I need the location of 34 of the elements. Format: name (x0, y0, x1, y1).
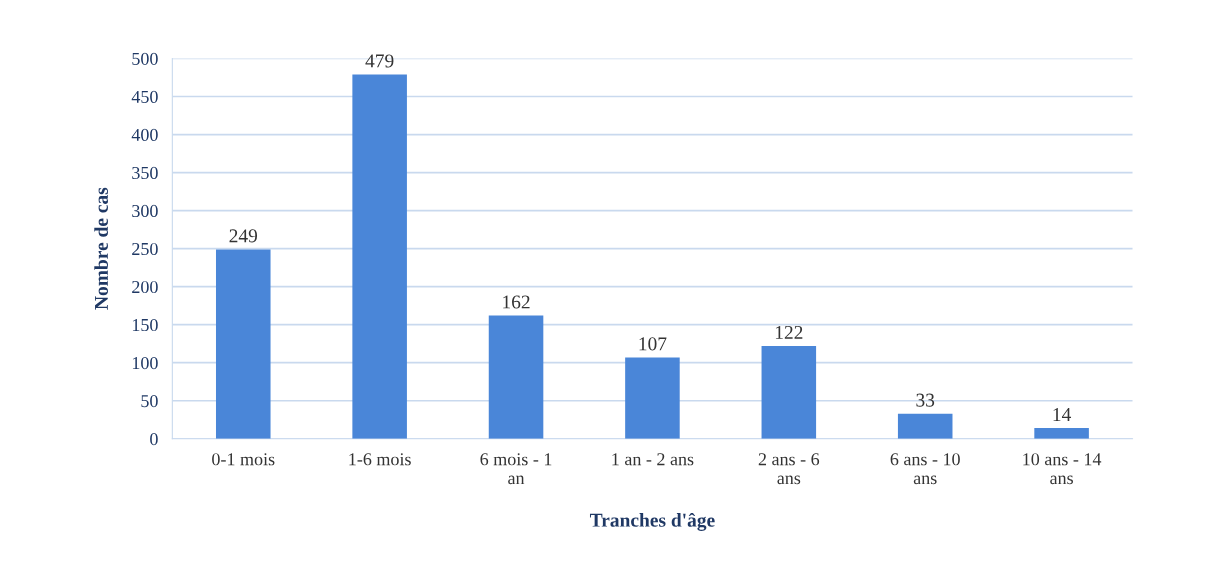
y-tick-label: 100 (132, 356, 158, 370)
x-tick-label: 1 an - 2 ans (612, 453, 694, 466)
data-label: 14 (1053, 408, 1072, 421)
data-label: 122 (775, 325, 803, 339)
data-label: 162 (503, 295, 530, 309)
y-tick-label: 50 (141, 394, 158, 408)
x-tick-label: 10 ans - 14 ans (1023, 453, 1102, 485)
y-tick-label: 500 (132, 52, 158, 65)
x-tick-label: 1-6 mois (349, 453, 411, 466)
x-axis-title: Tranches d'âge (589, 512, 715, 531)
bar (761, 345, 817, 439)
y-tick-label: 0 (150, 433, 158, 446)
y-axis-title: Nombre de cas (94, 187, 108, 310)
bar (897, 413, 953, 439)
x-tick-label: 6 mois - 1 an (480, 453, 552, 485)
data-label: 249 (229, 229, 258, 243)
bar (215, 249, 271, 439)
bar (1034, 428, 1089, 439)
y-tick-label: 450 (131, 90, 158, 103)
bar (488, 315, 544, 439)
bar (625, 357, 680, 439)
y-tick-label: 150 (132, 318, 158, 332)
y-tick-label: 300 (132, 204, 158, 218)
bar (352, 74, 407, 439)
data-label: 479 (365, 54, 394, 68)
y-tick-label: 250 (132, 242, 158, 256)
x-tick-label: 6 ans - 10 ans (890, 453, 960, 485)
y-tick-label: 350 (132, 166, 158, 180)
y-tick-label: 200 (132, 280, 158, 294)
data-label: 107 (639, 337, 667, 351)
data-label: 33 (916, 393, 935, 407)
x-tick-label: 2 ans - 6 ans (758, 453, 820, 485)
x-tick-label: 0-1 mois (212, 453, 275, 466)
y-tick-label: 400 (131, 128, 158, 141)
